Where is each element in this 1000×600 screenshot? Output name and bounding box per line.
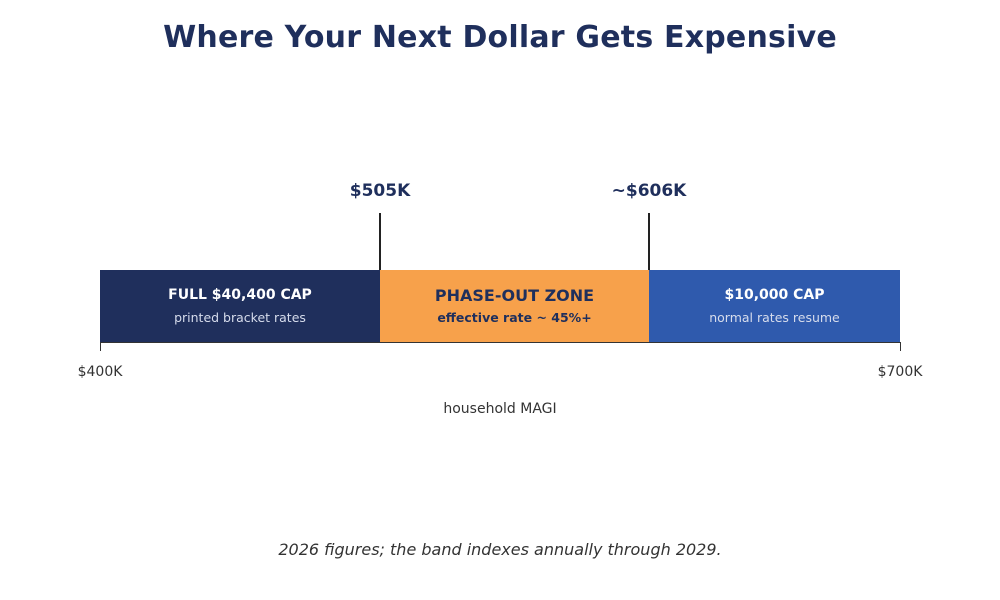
segment-full-cap-subtitle: printed bracket rates xyxy=(174,310,306,325)
diagram-title: Where Your Next Dollar Gets Expensive xyxy=(163,20,837,55)
marker-label-505k: $505K xyxy=(349,181,411,201)
axis-tick-label-max: $700K xyxy=(877,364,923,380)
segment-phase-out-title: PHASE-OUT ZONE xyxy=(434,285,595,305)
segment-full-cap-title: FULL $40,400 CAP xyxy=(168,287,312,303)
axis-line xyxy=(100,342,900,343)
segment-low-cap: $10,000 CAP normal rates resume xyxy=(649,270,900,342)
segment-full-cap: FULL $40,400 CAP printed bracket rates xyxy=(100,270,380,342)
marker-line-606k xyxy=(648,213,650,271)
footnote: 2026 figures; the band indexes annually … xyxy=(278,540,722,559)
segment-phase-out-subtitle: effective rate ~ 45%+ xyxy=(437,309,592,325)
segment-low-cap-subtitle: normal rates resume xyxy=(709,310,840,325)
marker-label-606k: ~$606K xyxy=(611,181,687,201)
axis-title: household MAGI xyxy=(443,401,557,417)
axis-tick-min xyxy=(100,342,101,351)
axis-tick-max xyxy=(900,342,901,351)
segment-low-cap-title: $10,000 CAP xyxy=(724,287,825,303)
marker-line-505k xyxy=(379,213,381,271)
segment-phase-out: PHASE-OUT ZONE effective rate ~ 45%+ xyxy=(380,270,649,342)
axis-tick-label-min: $400K xyxy=(77,364,123,380)
